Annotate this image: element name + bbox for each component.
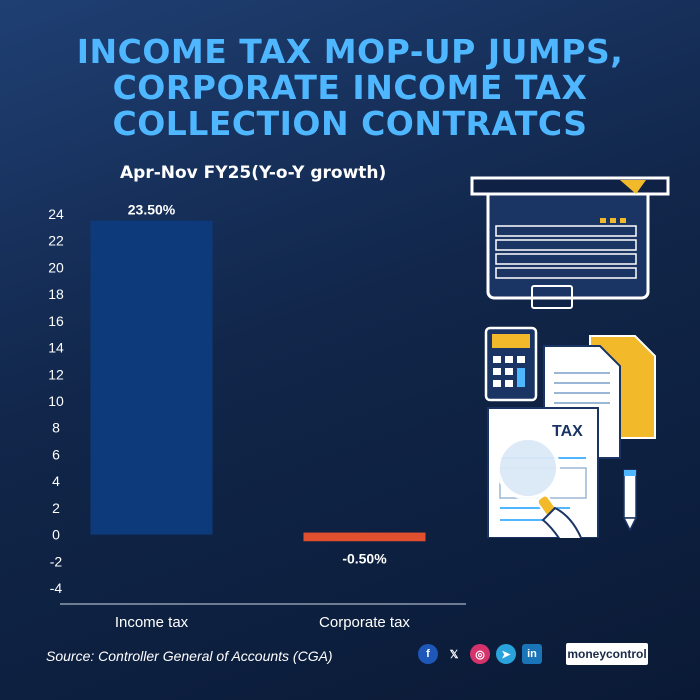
- data-label: 23.50%: [128, 202, 176, 218]
- chart-subtitle: Apr-Nov FY25(Y-o-Y growth): [120, 163, 387, 183]
- y-tick-label: 6: [52, 446, 60, 462]
- y-tick-label: 4: [52, 473, 60, 489]
- laptop-icon: [470, 176, 670, 309]
- y-tick-label: 20: [48, 259, 64, 275]
- y-tick-label: 10: [48, 393, 64, 409]
- y-tick-label: 16: [48, 313, 64, 329]
- y-tick-label: 14: [48, 340, 64, 356]
- x-icon[interactable]: 𝕏: [449, 648, 459, 661]
- pencil-icon: [622, 469, 638, 532]
- bar: [90, 220, 213, 535]
- bar: [303, 532, 426, 542]
- y-tick-label: 22: [48, 233, 64, 249]
- facebook-icon[interactable]: f: [418, 644, 438, 664]
- y-tick-label: 12: [48, 366, 64, 382]
- telegram-icon[interactable]: ➤: [496, 644, 516, 664]
- x-tick-label: Income tax: [115, 614, 189, 631]
- tax-illustration: TAX: [470, 176, 670, 538]
- title-line-2: CORPORATE INCOME TAX: [112, 68, 588, 107]
- y-tick-label: 24: [48, 206, 64, 222]
- y-tick-label: 8: [52, 420, 60, 436]
- data-label: -0.50%: [342, 550, 387, 566]
- x-tick-label: Corporate tax: [319, 614, 410, 631]
- calculator-icon: [484, 326, 538, 402]
- page-title: INCOME TAX MOP-UP JUMPS, CORPORATE INCOM…: [0, 34, 700, 142]
- y-tick-label: 2: [52, 500, 60, 516]
- y-tick-label: -4: [50, 580, 63, 596]
- y-tick-label: 0: [52, 527, 60, 543]
- hand-icon: [541, 506, 583, 538]
- y-tick-label: -2: [50, 553, 63, 569]
- title-line-3: COLLECTION CONTRATCS: [112, 104, 588, 143]
- brand-logo: moneycontrol: [566, 643, 648, 665]
- source-note: Source: Controller General of Accounts (…: [46, 648, 333, 664]
- linkedin-icon[interactable]: in: [522, 644, 542, 664]
- social-links: f 𝕏 ◎ ➤ in: [418, 644, 542, 664]
- title-line-1: INCOME TAX MOP-UP JUMPS,: [76, 32, 624, 71]
- y-tick-label: 18: [48, 286, 64, 302]
- instagram-icon[interactable]: ◎: [470, 644, 490, 664]
- tax-label: TAX: [552, 423, 583, 440]
